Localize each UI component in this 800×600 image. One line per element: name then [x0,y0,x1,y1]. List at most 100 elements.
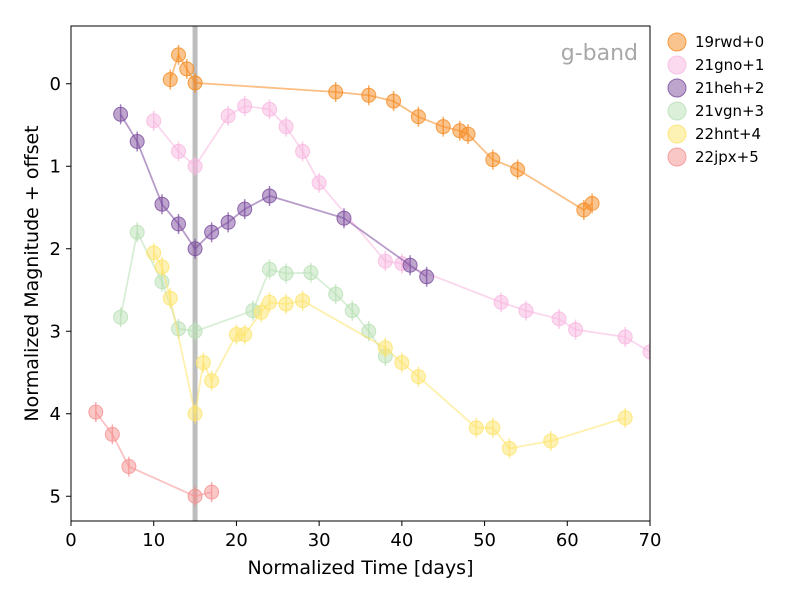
data-point [278,266,294,281]
x-axis-label: Normalized Time [days] [248,557,474,579]
legend-label: 21heh+2 [695,79,764,97]
data-point [204,224,220,240]
data-point [88,404,104,420]
legend-item-1: 21gno+1 [667,55,764,75]
band-annotation: g-band [561,41,638,66]
data-point [129,224,145,240]
data-point [204,373,220,389]
legend-label: 21vgn+3 [695,102,764,120]
legend-label: 19rwd+0 [695,33,764,51]
data-point [237,98,253,114]
legend-item-5: 22jpx+5 [667,147,759,167]
x-tick-label: 60 [556,530,579,551]
data-point [162,72,178,88]
data-point [262,101,278,117]
data-point [377,340,393,356]
data-point [187,488,203,504]
data-point [113,106,129,122]
data-point [154,259,170,275]
x-tick-label: 20 [225,530,248,551]
data-point [419,269,435,285]
series-layer [88,26,650,521]
data-point [501,440,517,456]
data-point [394,355,410,371]
data-point [146,245,162,261]
data-point [485,152,501,168]
series-5 [88,402,220,507]
y-tick-label: 1 [50,156,61,177]
y-tick-label: 0 [50,74,61,95]
data-point [237,327,253,343]
x-tick-label: 30 [308,530,331,551]
y-tick-label: 2 [50,239,61,260]
legend-item-4: 22hnt+4 [667,124,761,144]
data-point [262,261,278,277]
tick-layer: 0 10 20 30 40 50 60 70 0 1 2 3 4 5 [50,74,662,551]
data-point [171,143,187,159]
x-tick-label: 40 [390,530,413,551]
data-point [386,93,402,109]
x-tick-label: 0 [65,530,76,551]
legend-label: 21gno+1 [695,56,764,74]
series-line [119,113,428,278]
data-point [410,109,426,125]
data-point [328,84,344,100]
data-point [253,304,269,320]
data-point [460,126,476,142]
data-point [220,108,236,124]
data-point [220,214,236,230]
data-point [543,433,559,449]
data-point [129,134,145,149]
data-point [336,210,352,226]
data-point [311,175,327,191]
data-point [410,369,426,385]
data-point [104,426,120,442]
data-point [237,201,253,217]
data-point [278,296,294,312]
data-point [121,459,137,475]
legend-marker [667,78,687,98]
data-point [642,344,650,360]
data-point [295,293,311,309]
data-point [568,322,584,338]
data-point [187,158,203,174]
x-tick-label: 50 [473,530,496,551]
data-point [262,294,278,310]
data-point [510,162,526,178]
series-0 [162,44,600,220]
data-point [402,257,418,273]
plot-frame [70,25,651,522]
data-point [187,406,203,422]
series-3 [113,222,393,366]
series-4 [146,242,633,459]
series-1 [146,96,650,362]
legend-marker [667,101,687,121]
data-point [154,196,170,212]
legend-label: 22hnt+4 [695,125,761,143]
data-point [493,294,509,310]
data-point [344,303,360,319]
data-point [262,188,278,204]
data-point [179,61,195,77]
legend-label: 22jpx+5 [695,148,759,166]
data-point [195,355,211,371]
y-tick-label: 5 [50,486,61,507]
y-axis-label: Normalized Magnitude + offset [21,125,43,421]
y-tick-label: 3 [50,321,61,342]
legend-marker [667,124,687,144]
legend-marker [667,55,687,75]
data-point [113,309,129,325]
data-point [162,290,178,306]
data-point [295,143,311,159]
data-point [171,216,187,232]
data-point [146,113,162,129]
data-point [187,241,203,257]
legend-marker [667,32,687,52]
legend-item-2: 21heh+2 [667,78,764,98]
data-point [617,410,633,426]
legend-marker [667,147,687,167]
data-point [328,286,344,302]
x-tick-label: 10 [142,530,165,551]
y-tick-label: 4 [50,404,61,425]
